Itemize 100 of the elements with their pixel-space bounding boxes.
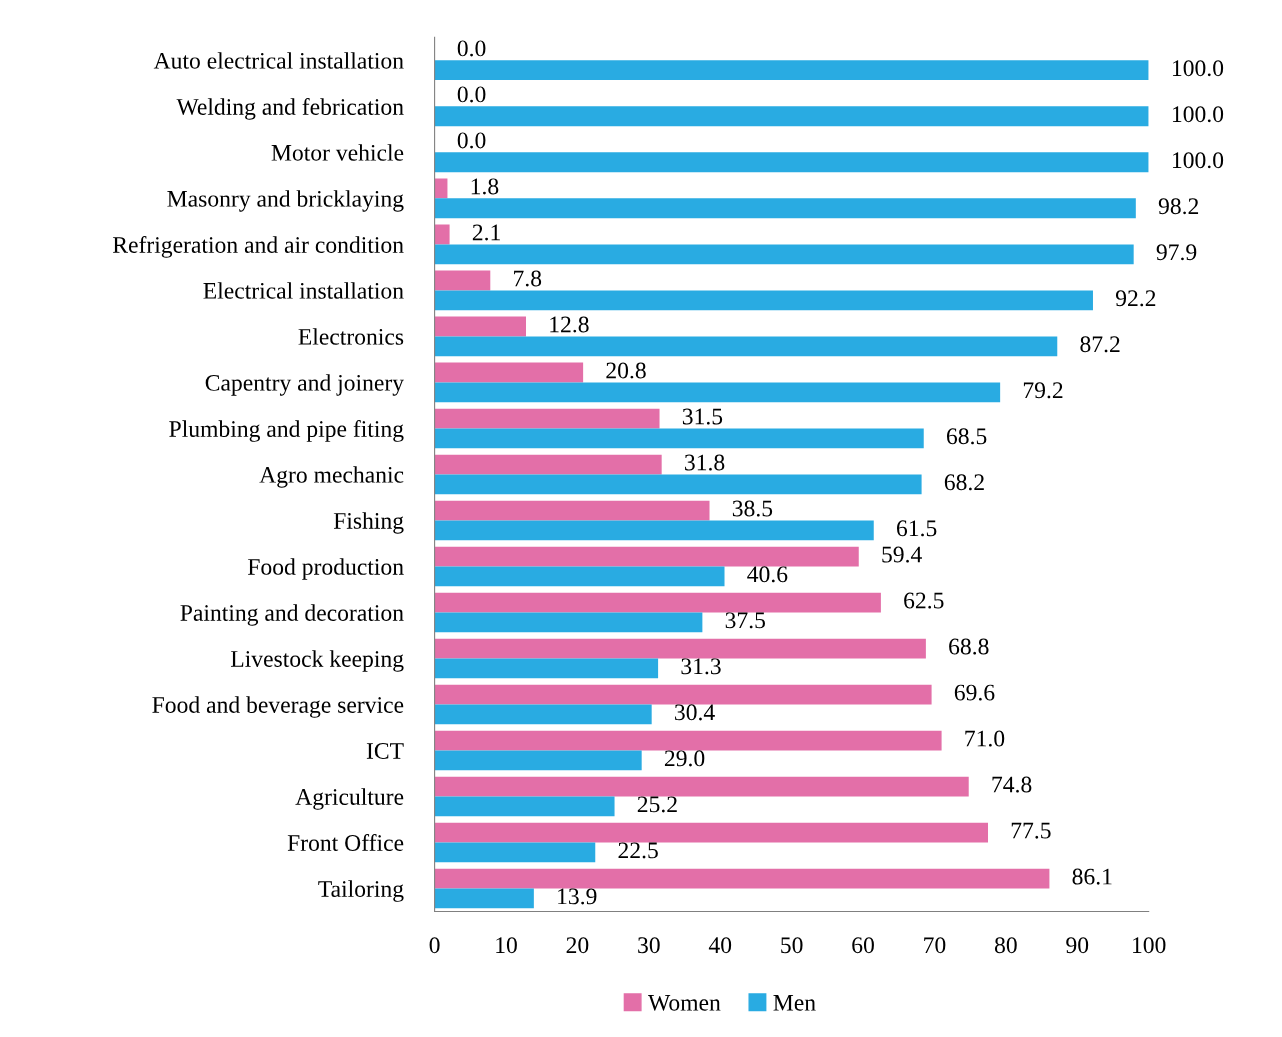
data-label: 69.6	[954, 684, 995, 701]
y-tick-label: Welding and febrication	[176, 98, 404, 120]
y-tick-label: Masonry and bricklaying	[167, 190, 404, 212]
data-label: 40.6	[747, 566, 788, 583]
y-tick-label: Auto electrical installation	[153, 52, 404, 69]
bar	[434, 546, 859, 567]
data-label: 22.5	[618, 842, 658, 859]
y-tick-label: Plumbing and pipe fiting	[169, 420, 404, 442]
data-label: 87.2	[1080, 336, 1120, 353]
bar	[434, 776, 969, 797]
data-label: 31.5	[682, 408, 723, 425]
y-tick-label: Food and beverage service	[152, 696, 404, 718]
data-label: 68.8	[949, 638, 989, 655]
y-tick-label: Agriculture	[295, 788, 404, 810]
data-label: 0.0	[457, 86, 486, 103]
y-tick-label: ICT	[366, 743, 404, 759]
bar	[434, 178, 448, 199]
bar	[434, 198, 1136, 219]
data-label: 37.5	[725, 612, 765, 629]
bar	[434, 822, 989, 843]
data-label: 7.8	[514, 270, 542, 287]
data-label: 77.5	[1011, 822, 1051, 839]
bar	[434, 316, 526, 337]
x-tick-label: 70	[924, 937, 946, 954]
x-tick-label: 80	[994, 937, 1017, 954]
data-label: 31.8	[685, 454, 725, 471]
bar	[434, 408, 660, 429]
data-label: 12.8	[550, 316, 589, 333]
data-label: 62.5	[904, 592, 944, 609]
bar	[434, 684, 932, 705]
bar	[434, 382, 1001, 403]
bar	[434, 500, 710, 521]
bar	[434, 842, 596, 863]
x-tick-label: 60	[852, 937, 874, 954]
data-label: 100.0	[1172, 60, 1224, 77]
bar	[434, 428, 924, 449]
data-label: 61.5	[896, 520, 937, 537]
data-label: 98.2	[1158, 198, 1199, 215]
data-label: 0.0	[457, 132, 486, 149]
data-label: 13.9	[558, 888, 597, 905]
legend-label: Men	[773, 995, 816, 1011]
bar	[434, 362, 584, 383]
bar	[434, 152, 1149, 173]
data-label: 2.1	[472, 224, 500, 241]
y-tick-label: Electronics	[298, 328, 404, 345]
data-label: 79.2	[1023, 382, 1063, 399]
bar	[434, 566, 725, 587]
legend-label: Women	[648, 995, 721, 1011]
y-tick-label: Food production	[247, 558, 404, 580]
y-tick-label: Capentry and joinery	[205, 374, 404, 396]
x-tick-label: 0	[429, 937, 440, 954]
data-label: 25.2	[637, 796, 677, 813]
bar	[434, 730, 942, 751]
y-tick-label: Agro mechanic	[259, 466, 404, 488]
data-label: 20.8	[606, 362, 646, 379]
bar	[434, 106, 1149, 127]
data-label: 71.0	[965, 730, 1005, 747]
bar	[434, 796, 615, 817]
data-label: 97.9	[1156, 244, 1197, 261]
x-tick-label: 30	[638, 937, 660, 954]
data-label: 86.1	[1072, 868, 1112, 885]
data-label: 29.0	[664, 750, 705, 767]
bar	[434, 244, 1134, 265]
data-label: 100.0	[1172, 152, 1224, 169]
data-label: 68.5	[946, 428, 987, 445]
bar	[434, 704, 652, 725]
data-label: 30.4	[675, 704, 715, 721]
bar	[434, 638, 926, 659]
data-label: 0.0	[457, 40, 486, 57]
x-tick-label: 100	[1133, 937, 1166, 954]
x-tick-label: 90	[1066, 937, 1089, 954]
y-tick-label: Livestock keeping	[230, 650, 404, 672]
y-tick-label: Electrical installation	[203, 282, 404, 299]
data-label: 31.3	[681, 658, 721, 675]
bar	[434, 336, 1058, 357]
bar	[434, 60, 1149, 81]
bar	[434, 290, 1093, 311]
bar	[434, 520, 874, 541]
y-tick-label: Front Office	[287, 834, 404, 851]
data-label: 74.8	[992, 776, 1032, 793]
y-tick-label: Painting and decoration	[180, 604, 404, 626]
bar	[434, 474, 922, 495]
y-tick-label: Tailoring	[318, 880, 404, 902]
data-label: 1.8	[471, 178, 499, 195]
y-tick-label: Refrigeration and air condition	[112, 236, 404, 258]
x-tick-label: 40	[708, 937, 732, 954]
bar	[434, 454, 662, 475]
x-tick-label: 10	[496, 937, 517, 954]
data-label: 38.5	[732, 500, 773, 517]
bar	[434, 270, 491, 291]
bar	[434, 888, 534, 909]
bar	[434, 868, 1050, 889]
x-tick-label: 20	[566, 937, 589, 954]
x-tick-label: 50	[781, 937, 803, 954]
data-label: 100.0	[1172, 106, 1224, 123]
bar	[434, 750, 642, 771]
bar	[434, 612, 703, 633]
bar	[434, 592, 881, 613]
bar	[434, 224, 450, 245]
y-tick-label: Motor vehicle	[271, 144, 404, 161]
